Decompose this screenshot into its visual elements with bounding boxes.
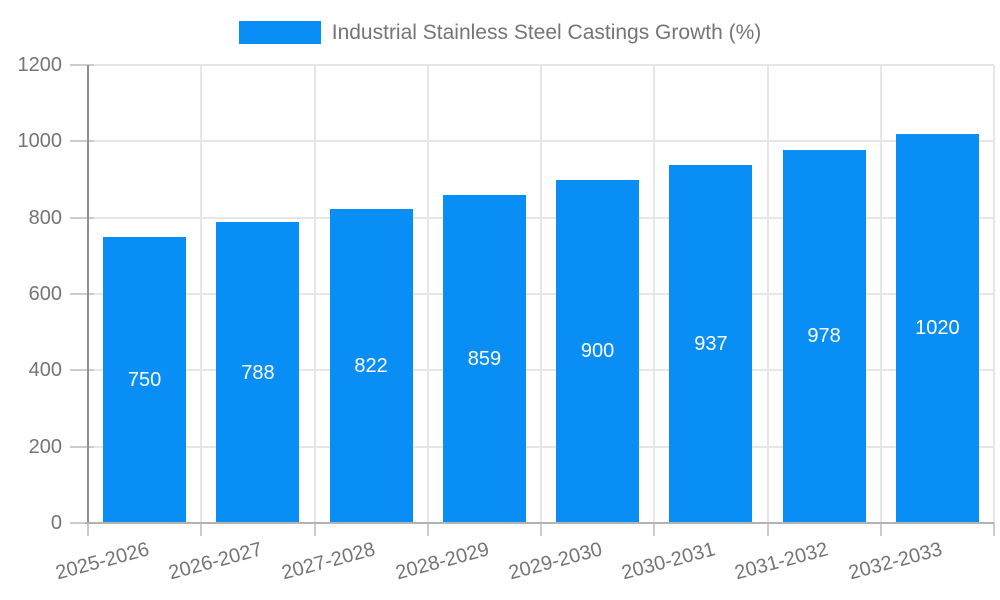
x-axis-label: 2028-2029 [393, 538, 492, 585]
x-gridline [993, 65, 995, 523]
y-tick [70, 140, 94, 143]
x-tick [426, 523, 429, 536]
x-tick [87, 523, 89, 536]
x-tick [653, 523, 656, 536]
bar-value-label: 859 [467, 348, 502, 371]
x-gridline [200, 65, 203, 523]
x-tick [993, 523, 995, 536]
x-tick [200, 523, 203, 536]
legend-swatch-icon [238, 21, 321, 44]
bar[interactable] [103, 236, 187, 524]
bar-value-label: 788 [241, 361, 275, 384]
x-axis-label: 2026-2027 [166, 538, 265, 585]
x-gridline [653, 65, 656, 523]
bar-value-label: 900 [580, 340, 615, 363]
bar[interactable] [669, 165, 753, 523]
y-axis-line [87, 65, 89, 523]
y-tick [70, 522, 94, 524]
bar[interactable] [782, 149, 866, 523]
x-axis-label: 2031-2032 [732, 538, 831, 585]
y-tick [70, 293, 94, 295]
y-axis-label: 200 [28, 435, 62, 458]
x-tick [313, 523, 316, 536]
bar[interactable] [442, 195, 526, 523]
bar[interactable] [895, 133, 979, 523]
x-gridline [426, 65, 429, 523]
x-gridline [766, 65, 769, 523]
x-axis-label: 2030-2031 [619, 538, 718, 585]
y-axis-label: 1000 [17, 130, 63, 153]
bar-value-label: 1020 [915, 317, 960, 340]
bar[interactable] [216, 222, 300, 523]
bar-value-label: 750 [127, 368, 162, 391]
y-tick [70, 64, 94, 66]
bar[interactable] [556, 179, 640, 523]
y-tick [70, 369, 94, 372]
y-axis-label: 400 [28, 359, 62, 382]
x-baseline [85, 522, 994, 524]
y-axis-label: 1200 [17, 54, 63, 76]
x-axis-label: 2027-2028 [279, 538, 378, 585]
x-gridline [879, 65, 882, 523]
x-gridline [313, 65, 316, 523]
y-axis-label: 600 [28, 283, 62, 305]
legend: Industrial Stainless Steel Castings Grow… [0, 19, 1000, 46]
bar[interactable] [329, 209, 413, 523]
x-tick [540, 523, 542, 536]
x-tick [766, 523, 769, 536]
x-axis-label: 2025-2026 [53, 538, 152, 585]
legend-label: Industrial Stainless Steel Castings Grow… [331, 21, 762, 44]
bar-value-label: 978 [807, 325, 841, 348]
x-axis-label: 2029-2030 [506, 538, 605, 585]
bar-value-label: 937 [694, 333, 728, 356]
y-tick [70, 445, 94, 448]
y-axis-label: 0 [50, 512, 62, 534]
x-axis-label: 2032-2033 [846, 538, 945, 585]
x-gridline [540, 65, 542, 523]
x-tick [879, 523, 882, 536]
y-tick [70, 216, 94, 219]
y-axis-label: 800 [28, 206, 62, 229]
bar-value-label: 822 [354, 355, 388, 378]
